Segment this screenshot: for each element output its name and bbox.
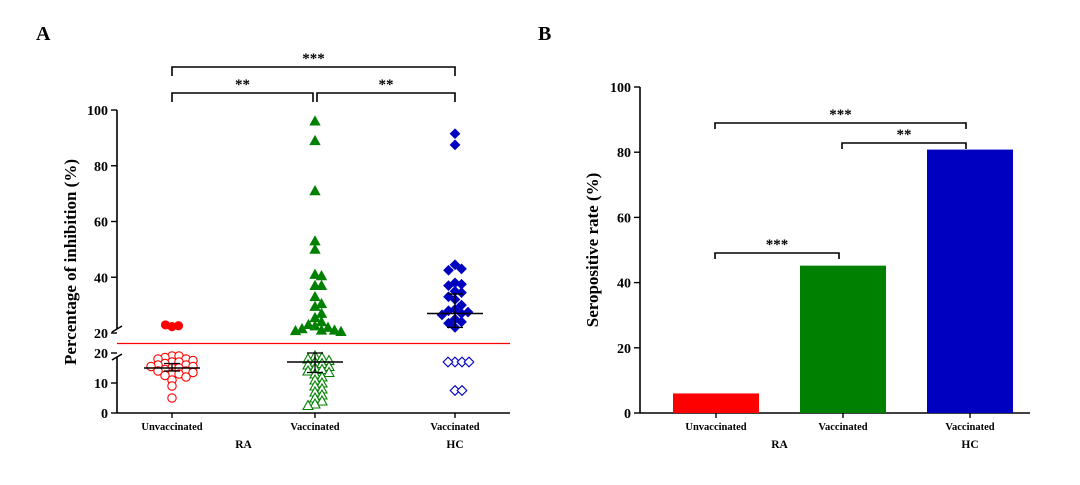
data-point-open	[323, 366, 335, 378]
data-point-open	[456, 384, 468, 397]
y-tick-label-lower: 10	[94, 377, 108, 392]
significance-label: **	[235, 77, 250, 93]
axis-break-mark-upper	[111, 325, 123, 333]
data-point-filled	[309, 290, 321, 302]
data-point-open	[153, 366, 163, 376]
data-point-filled	[309, 115, 321, 126]
panel-b-bar-chart: 0 20 40 60 80 100 Seropositive rate (%) Unvacci…	[583, 81, 1030, 451]
data-point-filled	[449, 139, 461, 151]
group-label: RA	[235, 439, 252, 451]
x-tick-label: Vaccinated	[430, 422, 479, 433]
y-tick-label: 20	[617, 342, 631, 357]
y-tick-label-upper: 20	[94, 327, 108, 342]
y-axis-label: Seropositive rate (%)	[583, 173, 602, 328]
y-tick-label: 60	[617, 211, 631, 226]
axis-break-mark-lower	[111, 353, 123, 361]
significance-bracket	[171, 66, 456, 76]
significance-bracket	[714, 252, 840, 259]
panel-label-b: B	[538, 23, 551, 45]
bar	[800, 265, 886, 413]
y-tick-label: 40	[617, 277, 631, 292]
y-tick-label: 0	[624, 407, 631, 422]
data-point-filled	[456, 287, 467, 298]
x-tick-label: Unvaccinated	[685, 422, 746, 433]
data-point-filled	[443, 280, 454, 291]
significance-label: ***	[302, 51, 325, 67]
data-point-filled	[335, 325, 347, 337]
data-point-filled	[302, 318, 315, 330]
data-point-filled	[173, 321, 184, 331]
bar	[927, 149, 1013, 414]
data-point-open	[167, 381, 177, 391]
data-point-open	[463, 356, 475, 368]
x-tick-label: Vaccinated	[290, 422, 339, 433]
significance-label: ***	[766, 237, 789, 253]
y-tick-label-upper: 40	[94, 271, 108, 286]
y-tick-label-upper: 60	[94, 216, 108, 231]
data-point-filled	[309, 300, 321, 311]
data-point-filled	[449, 259, 461, 271]
significance-label: **	[379, 77, 394, 93]
data-point-filled	[289, 324, 302, 336]
panel-label-a: A	[36, 23, 51, 45]
significance-label: **	[897, 127, 912, 143]
data-point-open	[167, 393, 177, 403]
data-point-filled	[315, 279, 328, 291]
data-point-filled	[160, 320, 171, 330]
y-tick-label: 100	[610, 81, 631, 96]
y-tick-label-lower: 0	[101, 407, 108, 422]
data-point-open	[316, 394, 328, 406]
significance-bracket	[841, 142, 967, 149]
x-tick-label: Vaccinated	[818, 422, 867, 433]
group-label: HC	[446, 439, 463, 451]
x-tick-label: Unvaccinated	[141, 422, 202, 433]
group-label: HC	[961, 439, 978, 451]
data-point-filled	[296, 322, 308, 334]
y-tick-label-lower: 20	[94, 347, 108, 362]
y-tick-label: 80	[617, 146, 631, 161]
significance-bracket	[316, 92, 456, 102]
data-point-filled	[443, 264, 454, 276]
y-tick-label-upper: 100	[87, 104, 108, 119]
data-point-filled	[315, 324, 328, 335]
data-point-open	[302, 399, 314, 411]
data-point-filled	[328, 324, 341, 335]
data-point-filled	[309, 134, 321, 146]
y-tick-label-upper: 80	[94, 160, 108, 175]
significance-bracket	[714, 122, 967, 129]
x-tick-label: Vaccinated	[945, 422, 994, 433]
data-point-filled	[309, 243, 321, 254]
y-axis-label: Percentage of inhibition (%)	[61, 159, 80, 365]
data-point-open	[181, 372, 191, 382]
data-point-filled	[449, 128, 461, 140]
data-point-filled	[322, 321, 334, 332]
significance-label: ***	[829, 107, 852, 123]
data-point-filled	[309, 185, 321, 196]
data-point-open	[442, 356, 454, 368]
bar	[673, 393, 759, 413]
data-point-filled	[456, 316, 467, 328]
significance-bracket	[171, 92, 314, 102]
data-point-filled	[309, 320, 321, 331]
data-point-open	[309, 397, 321, 409]
group-label: RA	[771, 439, 788, 451]
data-point-filled	[456, 263, 467, 275]
panel-a-scatter-chart: 20 40 60 80 100 0 10 20 Percentage of inhibition…	[61, 51, 510, 451]
data-point-filled	[309, 268, 321, 279]
